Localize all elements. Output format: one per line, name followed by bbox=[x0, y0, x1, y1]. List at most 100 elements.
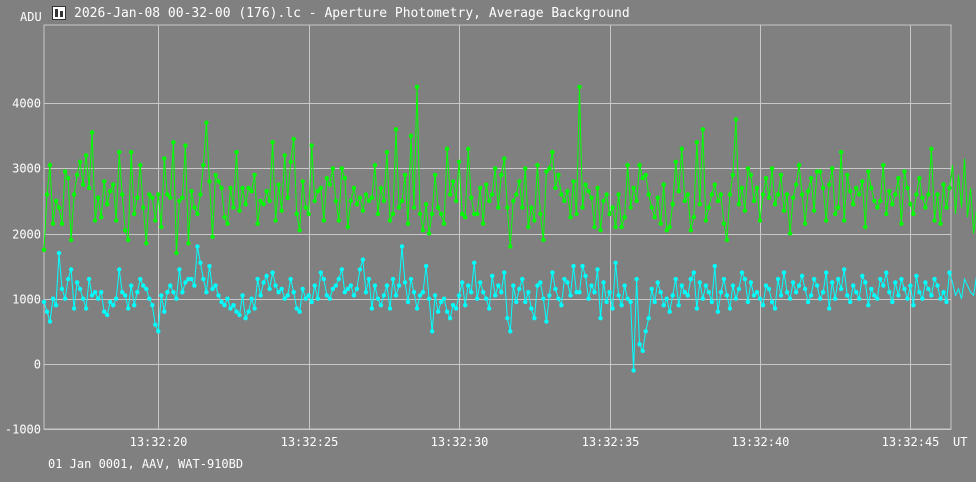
data-point bbox=[453, 306, 459, 311]
data-point bbox=[111, 303, 116, 308]
series-layer bbox=[41, 84, 976, 373]
data-point bbox=[426, 296, 432, 301]
data-point bbox=[508, 329, 513, 334]
chart-icon[interactable] bbox=[52, 6, 66, 20]
data-point bbox=[456, 159, 462, 164]
data-point bbox=[860, 179, 865, 184]
data-point bbox=[50, 296, 56, 301]
data-point bbox=[499, 290, 504, 295]
data-point bbox=[444, 146, 450, 151]
data-point bbox=[360, 208, 366, 213]
data-point bbox=[556, 296, 561, 301]
data-point bbox=[381, 293, 387, 298]
data-point bbox=[863, 280, 868, 285]
data-point bbox=[634, 276, 639, 282]
data-point bbox=[736, 286, 742, 292]
data-point bbox=[553, 185, 558, 191]
data-point bbox=[914, 192, 919, 197]
data-point bbox=[318, 185, 323, 191]
data-point bbox=[375, 296, 381, 301]
data-point bbox=[604, 299, 609, 305]
data-point bbox=[751, 293, 757, 298]
data-point bbox=[808, 175, 814, 181]
data-point bbox=[514, 192, 519, 197]
data-point bbox=[872, 293, 877, 298]
data-point bbox=[544, 319, 549, 324]
data-point bbox=[607, 290, 612, 295]
data-point bbox=[508, 244, 513, 249]
data-point bbox=[312, 198, 317, 204]
data-point bbox=[887, 290, 892, 295]
data-point bbox=[673, 276, 678, 282]
data-point bbox=[778, 172, 784, 178]
data-point bbox=[231, 205, 236, 210]
data-point bbox=[255, 276, 260, 282]
data-point bbox=[231, 303, 236, 308]
data-point bbox=[562, 198, 567, 204]
data-point bbox=[763, 283, 769, 288]
data-point bbox=[661, 303, 666, 308]
data-point bbox=[493, 166, 498, 171]
data-point bbox=[625, 162, 630, 168]
data-point bbox=[817, 296, 823, 301]
data-point bbox=[604, 192, 609, 197]
data-point bbox=[481, 221, 486, 226]
data-point bbox=[733, 117, 739, 122]
data-point bbox=[393, 293, 399, 298]
data-point bbox=[772, 306, 778, 311]
data-point bbox=[631, 368, 636, 373]
data-point bbox=[95, 296, 101, 301]
data-point bbox=[706, 205, 711, 210]
data-point bbox=[89, 293, 95, 298]
data-point bbox=[799, 192, 805, 197]
data-point bbox=[682, 198, 687, 204]
data-point bbox=[827, 306, 832, 311]
data-point bbox=[571, 263, 576, 269]
data-point bbox=[616, 293, 621, 298]
data-point bbox=[667, 224, 672, 230]
data-point bbox=[598, 228, 603, 233]
data-point bbox=[56, 205, 62, 210]
data-point bbox=[267, 198, 272, 204]
data-point bbox=[240, 293, 245, 298]
data-point bbox=[793, 182, 799, 187]
data-point bbox=[114, 218, 119, 223]
data-point bbox=[92, 218, 98, 223]
data-point bbox=[887, 189, 892, 194]
data-point bbox=[917, 290, 922, 295]
data-point bbox=[354, 202, 360, 207]
data-point bbox=[279, 208, 284, 213]
data-point bbox=[138, 162, 143, 168]
data-point bbox=[643, 329, 648, 334]
data-point bbox=[766, 286, 772, 292]
data-point bbox=[411, 205, 417, 210]
data-point bbox=[769, 166, 775, 171]
data-point bbox=[619, 224, 624, 230]
data-point bbox=[496, 205, 501, 210]
data-point bbox=[258, 293, 263, 298]
data-point bbox=[613, 224, 618, 230]
data-point bbox=[117, 267, 122, 272]
data-point bbox=[775, 276, 781, 282]
data-point bbox=[156, 329, 161, 334]
data-point bbox=[297, 309, 302, 314]
data-point bbox=[408, 276, 414, 282]
data-point bbox=[225, 221, 230, 226]
data-point bbox=[607, 211, 612, 217]
data-point bbox=[258, 198, 263, 204]
data-point bbox=[288, 159, 293, 164]
data-point bbox=[748, 172, 754, 178]
data-point bbox=[405, 221, 411, 226]
data-point bbox=[237, 312, 242, 318]
data-point bbox=[583, 273, 588, 279]
y-axis-label: ADU bbox=[20, 10, 42, 24]
data-point bbox=[165, 290, 170, 295]
data-point bbox=[357, 267, 363, 272]
data-point bbox=[303, 205, 308, 210]
data-point bbox=[691, 270, 696, 275]
data-point bbox=[769, 299, 775, 305]
data-point bbox=[827, 182, 832, 187]
data-point bbox=[523, 166, 528, 171]
data-point bbox=[592, 224, 597, 230]
data-point bbox=[228, 185, 233, 191]
